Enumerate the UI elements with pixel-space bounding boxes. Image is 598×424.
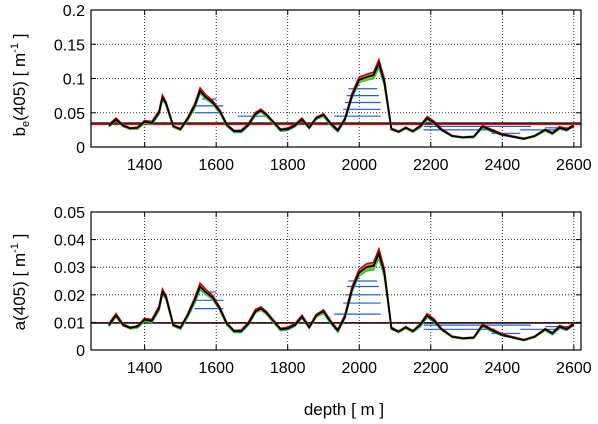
x-axis-label: depth [ m ]	[304, 400, 384, 419]
y-axis-label: be(405) [ m-1 ]	[9, 34, 32, 137]
y-label-superscript: -1	[9, 43, 21, 53]
y-axis-label: a(405) [ m-1 ]	[9, 234, 29, 331]
x-tick-label: 1600	[198, 157, 234, 174]
x-tick-label: 1800	[270, 157, 306, 174]
x-tick-label: 1400	[127, 360, 163, 377]
x-tick-label: 2000	[341, 157, 377, 174]
x-tick-label: 1800	[270, 360, 306, 377]
chart-top-scattering: 1400 1600 1800 2000 2200 2400 2600 0 0.05 0.1 0.15…	[9, 3, 592, 174]
y-tick-label: 0.05	[54, 205, 85, 222]
y-label-end: ]	[10, 34, 29, 43]
y-label-main: a(405) [ m	[10, 253, 29, 330]
x-tick-label: 1600	[198, 360, 234, 377]
y-tick-label: 0	[76, 343, 85, 360]
x-tick-label: 2400	[485, 157, 521, 174]
y-label-subscript: e	[20, 121, 32, 127]
chart-bottom-absorption: 1400 1600 1800 2000 2200 2400 2600 0 0.01 0.02 0.0…	[9, 205, 592, 377]
mean-profile-line	[108, 60, 575, 140]
plot-frame	[90, 211, 582, 351]
x-tick-label: 2000	[341, 360, 377, 377]
y-label-superscript: -1	[9, 243, 21, 253]
y-tick-label: 0.1	[63, 72, 85, 89]
y-tick-label: 0.02	[54, 288, 85, 305]
y-tick-label: 0	[76, 140, 85, 157]
y-tick-label: 0.04	[54, 233, 85, 250]
y-tick-label: 0.15	[54, 37, 85, 54]
x-tick-label: 2600	[556, 360, 592, 377]
x-tick-label: 2200	[413, 360, 449, 377]
y-label-rest: (405) [ m	[10, 53, 29, 121]
x-tick-label: 1400	[127, 157, 163, 174]
y-tick-label: 0.2	[63, 3, 85, 20]
y-tick-label: 0.01	[54, 315, 85, 332]
x-tick-label: 2400	[485, 360, 521, 377]
y-tick-label: 0.03	[54, 260, 85, 277]
y-tick-label: 0.05	[54, 106, 85, 123]
x-tick-label: 2200	[413, 157, 449, 174]
x-tick-label: 2600	[556, 157, 592, 174]
y-label-end: ]	[10, 234, 29, 243]
y-label-main: b	[10, 127, 29, 136]
mean-profile-line	[108, 250, 575, 342]
